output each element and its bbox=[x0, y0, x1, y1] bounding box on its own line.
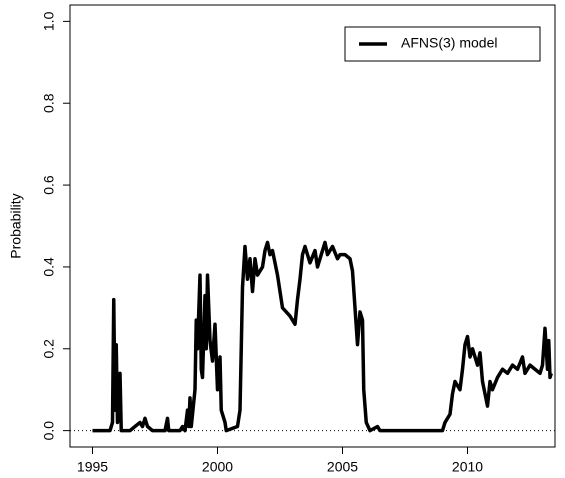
plot-frame bbox=[69, 4, 556, 448]
x-tick-label: 1995 bbox=[77, 459, 108, 475]
y-tick-label: 0.8 bbox=[41, 93, 57, 113]
y-axis-label: Probability bbox=[8, 193, 24, 258]
y-tick-label: 0.6 bbox=[41, 175, 57, 195]
y-tick-label: 1.0 bbox=[41, 11, 57, 31]
x-tick-label: 2000 bbox=[202, 459, 233, 475]
legend-label: AFNS(3) model bbox=[401, 35, 497, 51]
data-line bbox=[92, 240, 553, 433]
y-tick-label: 0.0 bbox=[41, 421, 57, 441]
y-tick-label: 0.4 bbox=[41, 257, 57, 277]
x-tick-label: 2005 bbox=[327, 459, 358, 475]
y-tick-label: 0.2 bbox=[41, 339, 57, 359]
x-tick-label: 2010 bbox=[452, 459, 483, 475]
